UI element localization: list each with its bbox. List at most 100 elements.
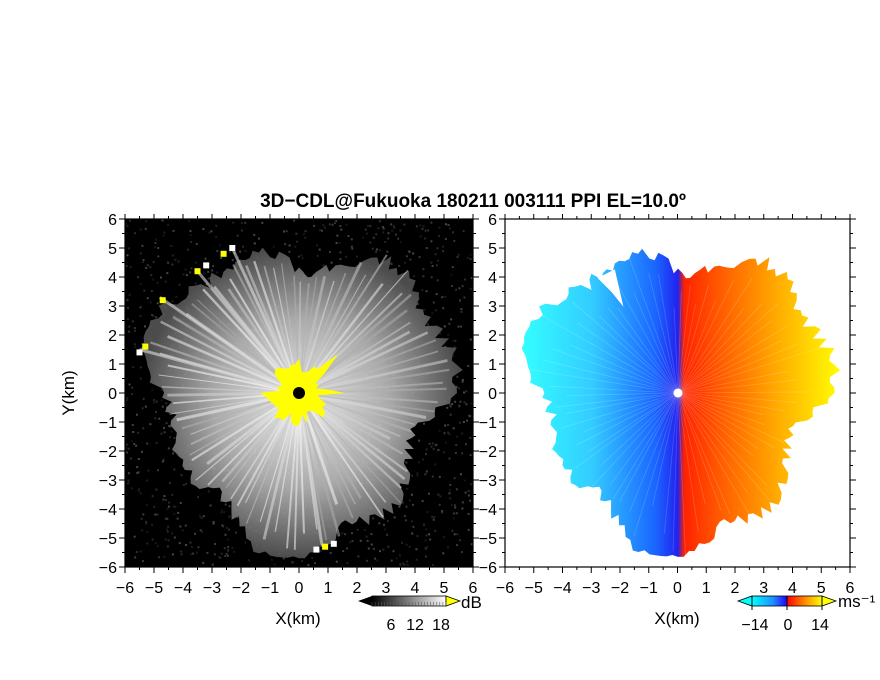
noise-pixel bbox=[378, 219, 381, 222]
noise-pixel bbox=[453, 346, 456, 349]
velocity-panel: −6 −5 −4 −3 −2 −1 0 1 2 3 4 5 6 −6 −5 −4 −3 −2 −1 0 1 2 3 4 5 6 X… bbox=[479, 212, 876, 634]
noise-pixel bbox=[455, 444, 458, 446]
y-tick-label: 6 bbox=[108, 212, 117, 229]
noise-pixel bbox=[372, 547, 375, 550]
noise-pixel bbox=[465, 390, 468, 393]
noise-pixel bbox=[301, 560, 304, 563]
noise-pixel bbox=[253, 233, 256, 236]
noise-pixel bbox=[157, 469, 159, 472]
velocity-ray bbox=[677, 343, 798, 394]
velocity-ray bbox=[652, 392, 679, 507]
noise-pixel bbox=[146, 264, 149, 267]
noise-pixel bbox=[155, 238, 158, 241]
noise-pixel bbox=[422, 275, 425, 278]
y-tick-label: 1 bbox=[488, 357, 497, 374]
noise-pixel bbox=[442, 307, 445, 310]
noise-pixel bbox=[432, 447, 435, 450]
noise-pixel bbox=[127, 306, 129, 309]
noise-pixel bbox=[449, 405, 452, 408]
noise-pixel bbox=[423, 309, 426, 312]
noise-pixel bbox=[443, 451, 446, 454]
velocity-ray bbox=[633, 292, 679, 394]
noise-pixel bbox=[189, 230, 192, 233]
noise-pixel bbox=[357, 555, 360, 558]
noise-pixel bbox=[445, 441, 447, 444]
noise-pixel bbox=[241, 229, 243, 232]
x-tick-label: 4 bbox=[411, 580, 420, 597]
noise-pixel bbox=[378, 249, 381, 252]
noise-pixel bbox=[416, 303, 419, 305]
velocity-ray bbox=[566, 392, 679, 396]
noise-pixel bbox=[469, 436, 472, 439]
noise-pixel bbox=[165, 402, 168, 405]
noise-pixel bbox=[444, 424, 447, 427]
velocity-ray bbox=[527, 368, 679, 394]
noise-pixel bbox=[342, 550, 345, 553]
reflectivity-xlabel: X(km) bbox=[275, 609, 320, 628]
noise-pixel bbox=[390, 223, 393, 226]
x-tick-label: 3 bbox=[382, 580, 391, 597]
noise-pixel bbox=[431, 312, 434, 315]
x-tick-label: 6 bbox=[846, 580, 855, 597]
noise-pixel bbox=[458, 387, 461, 390]
noise-pixel bbox=[139, 252, 142, 255]
y-tick-label: 2 bbox=[488, 328, 497, 345]
noise-pixel bbox=[456, 533, 459, 536]
velocity-ray bbox=[633, 392, 679, 537]
noise-pixel bbox=[137, 431, 139, 434]
noise-pixel bbox=[151, 278, 154, 281]
velocity-ray bbox=[677, 392, 731, 514]
clutter-target bbox=[203, 262, 210, 269]
noise-pixel bbox=[455, 488, 458, 491]
noise-pixel bbox=[406, 560, 409, 563]
noise-pixel bbox=[131, 424, 134, 426]
noise-pixel bbox=[444, 295, 447, 298]
noise-pixel bbox=[451, 284, 454, 287]
noise-pixel bbox=[155, 316, 158, 319]
noise-pixel bbox=[404, 261, 407, 264]
noise-pixel bbox=[185, 274, 188, 277]
noise-pixel bbox=[165, 422, 168, 425]
noise-pixel bbox=[322, 264, 325, 267]
velocity-xlabel: X(km) bbox=[654, 609, 699, 628]
velocity-ray bbox=[677, 303, 763, 394]
noise-pixel bbox=[316, 254, 319, 257]
y-tick-label: −1 bbox=[99, 415, 117, 432]
noise-pixel bbox=[339, 258, 342, 261]
noise-pixel bbox=[131, 320, 134, 323]
noise-pixel bbox=[328, 223, 331, 226]
noise-pixel bbox=[180, 550, 183, 553]
noise-pixel bbox=[403, 223, 406, 226]
echo-ray bbox=[298, 321, 411, 394]
noise-pixel bbox=[424, 229, 427, 232]
noise-pixel bbox=[451, 266, 454, 269]
noise-pixel bbox=[390, 559, 393, 562]
reflectivity-colorbar: dB 6 12 18 bbox=[358, 593, 482, 634]
noise-pixel bbox=[127, 479, 130, 482]
noise-pixel bbox=[393, 516, 396, 519]
colorbar-tick: 12 bbox=[406, 617, 424, 634]
noise-pixel bbox=[136, 466, 139, 469]
noise-pixel bbox=[149, 423, 152, 426]
noise-pixel bbox=[408, 250, 411, 253]
noise-pixel bbox=[126, 451, 128, 454]
noise-pixel bbox=[207, 270, 210, 273]
noise-pixel bbox=[397, 237, 400, 240]
echo-ray bbox=[158, 374, 300, 394]
y-tick-label: −6 bbox=[479, 560, 497, 577]
noise-pixel bbox=[227, 528, 230, 531]
noise-pixel bbox=[146, 442, 149, 445]
noise-pixel bbox=[375, 248, 378, 251]
velocity-ray bbox=[677, 379, 798, 394]
noise-pixel bbox=[467, 513, 470, 515]
noise-pixel bbox=[438, 475, 441, 478]
noise-pixel bbox=[125, 446, 128, 449]
noise-pixel bbox=[157, 247, 160, 249]
velocity-ray bbox=[677, 392, 776, 449]
velocity-ray bbox=[673, 307, 679, 394]
noise-pixel bbox=[157, 556, 160, 559]
noise-pixel bbox=[441, 511, 444, 514]
noise-pixel bbox=[166, 272, 169, 275]
noise-pixel bbox=[418, 256, 421, 259]
